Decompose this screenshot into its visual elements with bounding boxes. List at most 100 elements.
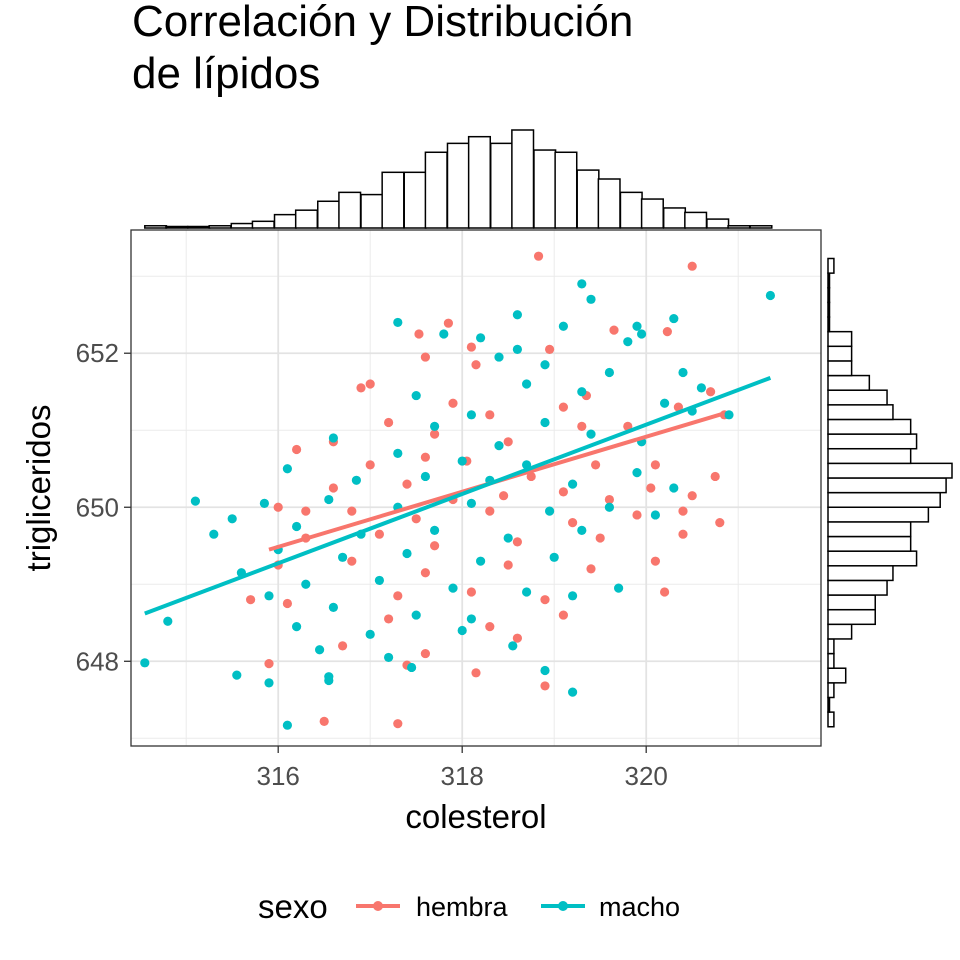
data-point-macho [264, 591, 274, 601]
data-point-macho [328, 602, 338, 612]
x-axis-ticks: 316 318 320 [257, 746, 668, 791]
y-tick-label: 648 [76, 646, 119, 676]
data-point-macho [623, 337, 633, 347]
right-hist-bar [827, 711, 835, 728]
right-hist-bar [827, 316, 831, 333]
right-hist-bar [827, 345, 853, 362]
data-point-hembra [420, 568, 430, 578]
right-hist-bar [827, 638, 835, 655]
data-point-hembra [545, 344, 555, 354]
top-hist-bar [208, 225, 232, 229]
chart-title-line-1: Correlación y Distribución [132, 0, 633, 46]
data-point-hembra [540, 595, 550, 605]
data-point-macho [282, 720, 292, 730]
right-hist-bar [827, 287, 831, 304]
data-point-macho [476, 556, 486, 566]
x-axis-title: colesterol [405, 798, 546, 835]
data-point-hembra [577, 421, 587, 431]
data-point-macho [466, 498, 476, 509]
data-point-hembra [384, 614, 394, 624]
legend-title: sexo [258, 888, 328, 925]
data-point-macho [411, 610, 421, 620]
data-point-hembra [448, 398, 458, 408]
data-point-macho [577, 279, 587, 289]
top-hist-bar [446, 142, 470, 229]
data-point-macho [724, 410, 734, 420]
data-point-hembra [540, 681, 550, 691]
data-point-macho [190, 496, 200, 506]
data-point-macho [494, 352, 504, 362]
top-hist-bar [467, 135, 492, 229]
data-point-macho [586, 294, 596, 304]
data-point-hembra [347, 556, 357, 566]
data-point-macho [430, 421, 440, 431]
data-point-hembra [485, 410, 495, 420]
data-point-hembra [393, 719, 403, 729]
data-point-hembra [499, 491, 509, 501]
data-point-macho [439, 329, 449, 339]
data-point-macho [669, 483, 679, 493]
data-point-macho [650, 510, 661, 520]
data-point-hembra [282, 598, 292, 609]
right-hist-bar [827, 579, 888, 596]
data-point-macho [508, 641, 518, 651]
data-point-hembra [662, 327, 672, 337]
x-tick-label: 318 [441, 761, 484, 791]
data-point-macho [568, 479, 578, 489]
data-point-hembra [558, 402, 569, 412]
data-point-hembra [586, 564, 596, 574]
legend: sexo hembra macho [258, 888, 680, 925]
right-hist-bar [827, 550, 918, 567]
right-hist-bar [827, 696, 831, 713]
data-point-macho [696, 383, 707, 393]
data-point-hembra [609, 325, 619, 335]
data-point-macho [384, 652, 394, 663]
data-point-macho [232, 670, 242, 680]
data-point-macho [549, 552, 559, 562]
data-point-hembra [319, 716, 329, 726]
data-point-hembra [246, 595, 256, 605]
data-point-macho [545, 506, 555, 516]
data-point-macho [637, 329, 647, 339]
data-point-hembra [660, 587, 670, 597]
data-point-macho [264, 678, 274, 688]
right-hist-bar [827, 594, 876, 611]
right-hist-bar [827, 360, 853, 377]
data-point-hembra [710, 471, 720, 482]
right-hist-bar [827, 462, 953, 479]
top-hist-bar [317, 200, 341, 229]
data-point-macho [660, 398, 670, 408]
top-hist-bar [338, 191, 362, 229]
data-point-macho [209, 529, 219, 539]
y-tick-label: 652 [76, 338, 119, 368]
data-point-hembra [420, 648, 430, 659]
data-point-macho [292, 622, 302, 632]
data-point-macho [466, 410, 476, 420]
data-point-hembra [595, 533, 605, 543]
data-point-macho [512, 344, 523, 354]
trend-line-macho [144, 375, 772, 616]
data-point-macho [669, 313, 679, 324]
data-point-hembra [273, 502, 283, 512]
data-point-hembra [292, 444, 302, 455]
data-point-hembra [558, 610, 569, 620]
right-hist-bar [827, 506, 930, 523]
data-point-macho [259, 498, 269, 509]
data-point-macho [604, 367, 615, 378]
data-point-macho [577, 525, 587, 535]
data-point-macho [163, 616, 173, 626]
data-point-macho [365, 629, 375, 639]
data-point-hembra [328, 483, 338, 493]
data-point-hembra [526, 471, 536, 482]
top-hist-bar [706, 218, 730, 229]
data-point-hembra [533, 251, 544, 261]
right-hist-bar [827, 272, 831, 289]
top-hist-bar [165, 225, 189, 229]
right-hist-bar [827, 608, 876, 626]
legend-label-hembra: hembra [416, 892, 509, 922]
data-point-macho [338, 552, 348, 562]
data-point-macho [351, 475, 361, 485]
data-point-macho [466, 614, 476, 624]
top-hist-bar [251, 220, 275, 229]
right-hist-bar [827, 404, 894, 421]
